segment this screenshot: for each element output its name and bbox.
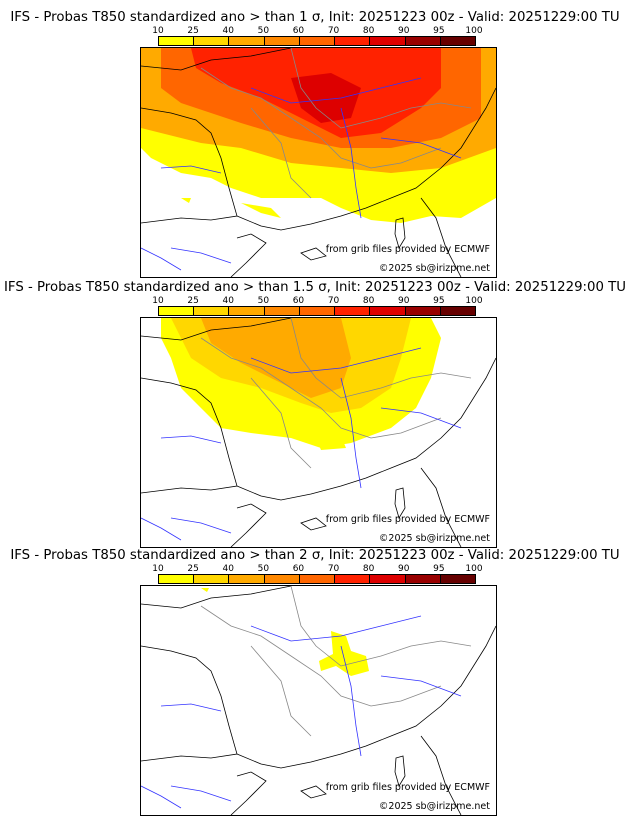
panel-title: IFS - Probas T850 standardized ano > tha… [10,548,620,563]
colorbar-tick-label: 40 [222,296,234,306]
colorbar-segment [229,307,265,315]
colorbar-segment [264,307,300,315]
colorbar-segment [405,37,441,45]
colorbar-segment [264,37,300,45]
colorbar-segment [440,307,475,315]
colorbar-segment [194,575,230,583]
panel-title: IFS - Probas T850 standardized ano > tha… [10,10,620,25]
credit-copyright: ©2025 sb@irizpme.net [378,533,490,544]
colorbar-tick-label: 40 [222,564,234,574]
colorbar-tick-label: 90 [398,26,410,36]
colorbar-segment [440,575,475,583]
colorbar [158,574,476,584]
colorbar-tick-label: 60 [292,564,305,574]
map-graphic [141,48,496,277]
colorbar-tick-label: 50 [257,26,270,36]
colorbar-labels: 10 25 40 50 60 70 80 90 95 100 [152,564,482,574]
map-panel: IFS - Probas T850 standardized ano > tha… [0,280,630,548]
colorbar-labels: 10 25 40 50 60 70 80 90 95 100 [152,296,482,306]
colorbar-tick-label: 60 [292,296,305,306]
colorbar-segment [370,307,406,315]
colorbar-tick-label: 25 [187,296,199,306]
colorbar-tick-label: 25 [187,564,199,574]
probability-map: from grib files provided by ECMWF ©2025 … [140,585,497,816]
probability-map: from grib files provided by ECMWF ©2025 … [140,47,497,278]
colorbar-segment [370,575,406,583]
colorbar-labels: 10 25 40 50 60 70 80 90 95 100 [152,26,482,36]
colorbar-segment [299,575,336,583]
colorbar-tick-label: 50 [257,296,270,306]
colorbar-tick-label: 60 [292,26,305,36]
map-panel: IFS - Probas T850 standardized ano > tha… [0,10,630,278]
probability-map: from grib files provided by ECMWF ©2025 … [140,317,497,548]
colorbar-tick-label: 80 [362,564,375,574]
credit-source: from grib files provided by ECMWF [325,514,490,525]
panel-title: IFS - Probas T850 standardized ano > tha… [3,280,627,295]
colorbar-tick-label: 10 [152,564,164,574]
colorbar-segment [299,307,336,315]
colorbar-tick-label: 80 [362,26,375,36]
map-panel: IFS - Probas T850 standardized ano > tha… [0,548,630,816]
colorbar-tick-label: 100 [465,296,483,306]
colorbar-segment [370,37,406,45]
credit-source: from grib files provided by ECMWF [325,782,490,793]
colorbar-segment [194,307,230,315]
colorbar-tick-label: 40 [222,26,234,36]
colorbar-segment [335,37,371,45]
colorbar [158,306,476,316]
colorbar-segment [229,37,265,45]
colorbar-tick-label: 95 [433,564,445,574]
colorbar-tick-label: 10 [152,26,164,36]
colorbar-tick-label: 90 [398,296,410,306]
colorbar-segment [229,575,265,583]
colorbar-tick-label: 70 [327,564,340,574]
colorbar-segment [335,575,371,583]
colorbar-segment [299,37,336,45]
colorbar-tick-label: 70 [327,26,340,36]
colorbar-tick-label: 100 [465,564,483,574]
map-graphic [141,586,496,815]
colorbar-segment [159,575,195,583]
colorbar-segment [159,307,195,315]
colorbar-tick-label: 10 [152,296,164,306]
colorbar-segment [194,37,230,45]
credit-source: from grib files provided by ECMWF [325,244,490,255]
colorbar-segment [405,575,441,583]
credit-copyright: ©2025 sb@irizpme.net [378,801,490,812]
colorbar-tick-label: 95 [433,26,445,36]
colorbar-tick-label: 70 [327,296,340,306]
colorbar-tick-label: 25 [187,26,199,36]
colorbar-tick-label: 100 [465,26,483,36]
colorbar-tick-label: 95 [433,296,445,306]
colorbar-tick-label: 50 [257,564,270,574]
colorbar-tick-label: 80 [362,296,375,306]
map-graphic [141,318,496,547]
colorbar-segment [440,37,475,45]
colorbar [158,36,476,46]
colorbar-segment [264,575,300,583]
colorbar-tick-label: 90 [398,564,410,574]
credit-copyright: ©2025 sb@irizpme.net [378,263,490,274]
colorbar-segment [159,37,195,45]
colorbar-segment [335,307,371,315]
colorbar-segment [405,307,441,315]
